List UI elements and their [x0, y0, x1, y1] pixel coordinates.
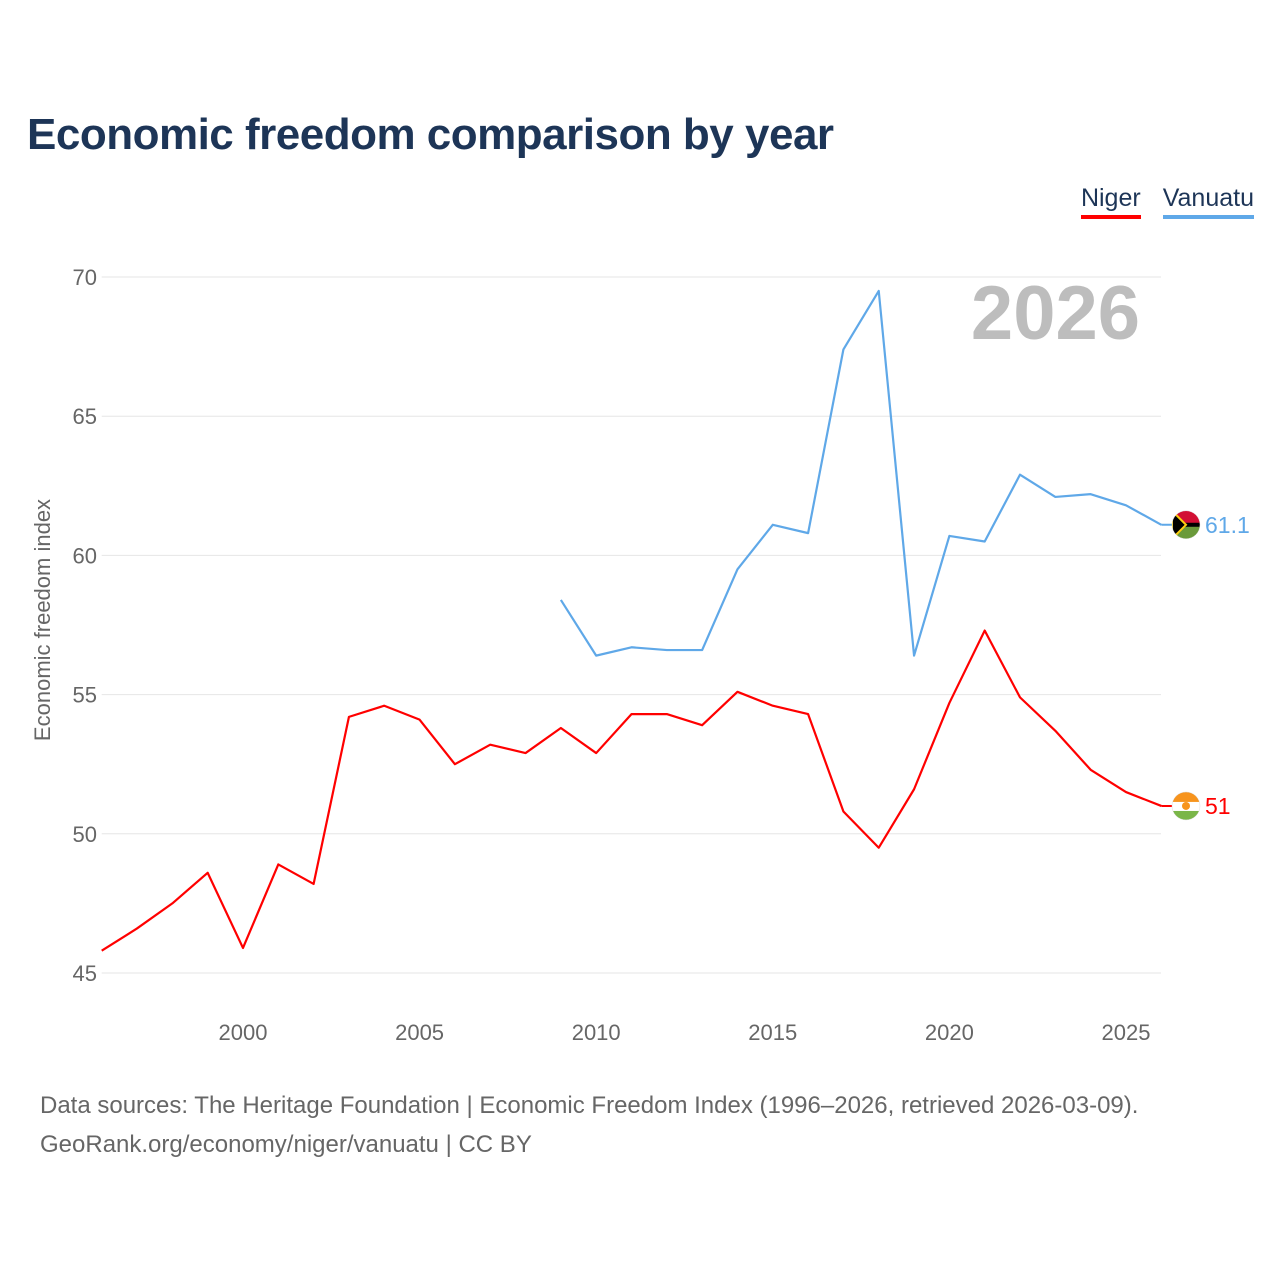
end-value-label-niger: 51	[1205, 793, 1231, 819]
x-tick-label: 2015	[748, 1020, 797, 1045]
y-axis-label: Economic freedom index	[30, 499, 55, 741]
x-tick-label: 2025	[1102, 1020, 1151, 1045]
flag-stripe	[1172, 810, 1200, 820]
y-tick-label: 45	[73, 961, 97, 986]
flag-border	[1171, 510, 1201, 540]
y-tick-label: 50	[73, 822, 97, 847]
source-line-1: Data sources: The Heritage Foundation | …	[40, 1092, 1139, 1119]
x-tick-label: 2000	[219, 1020, 268, 1045]
legend-vanuatu[interactable]: Vanuatu	[1162, 184, 1254, 219]
y-tick-label: 60	[73, 543, 97, 568]
flag-body	[1172, 510, 1200, 539]
flag-niger-icon	[1171, 791, 1201, 821]
year-watermark: 2026	[970, 271, 1140, 356]
x-tick-label: 2010	[572, 1020, 621, 1045]
flag-border	[1171, 791, 1201, 821]
series-line-niger	[101, 629, 1162, 952]
x-tick-label: 2020	[925, 1020, 974, 1045]
y-tick-label: 70	[73, 265, 97, 290]
source-note: Data sources: The Heritage Foundation | …	[40, 1086, 1138, 1164]
flag-stripe	[1172, 791, 1200, 802]
flag-sun	[1182, 801, 1190, 810]
source-line-2: GeoRank.org/economy/niger/vanuatu | CC B…	[40, 1131, 532, 1158]
chart-title: Economic freedom comparison by year	[27, 110, 834, 159]
y-tick-label: 65	[73, 404, 97, 429]
flag-body	[1172, 791, 1200, 820]
legend: Niger Vanuatu	[1080, 184, 1254, 219]
flag-triangle	[1172, 510, 1188, 539]
legend-niger[interactable]: Niger	[1080, 184, 1141, 219]
x-tick-label: 2005	[395, 1020, 444, 1045]
y-tick-label: 55	[73, 683, 97, 708]
end-value-label-vanuatu: 61.1	[1205, 512, 1250, 538]
series-line-vanuatu	[559, 289, 1162, 657]
flag-vanuatu-icon	[1171, 510, 1201, 540]
